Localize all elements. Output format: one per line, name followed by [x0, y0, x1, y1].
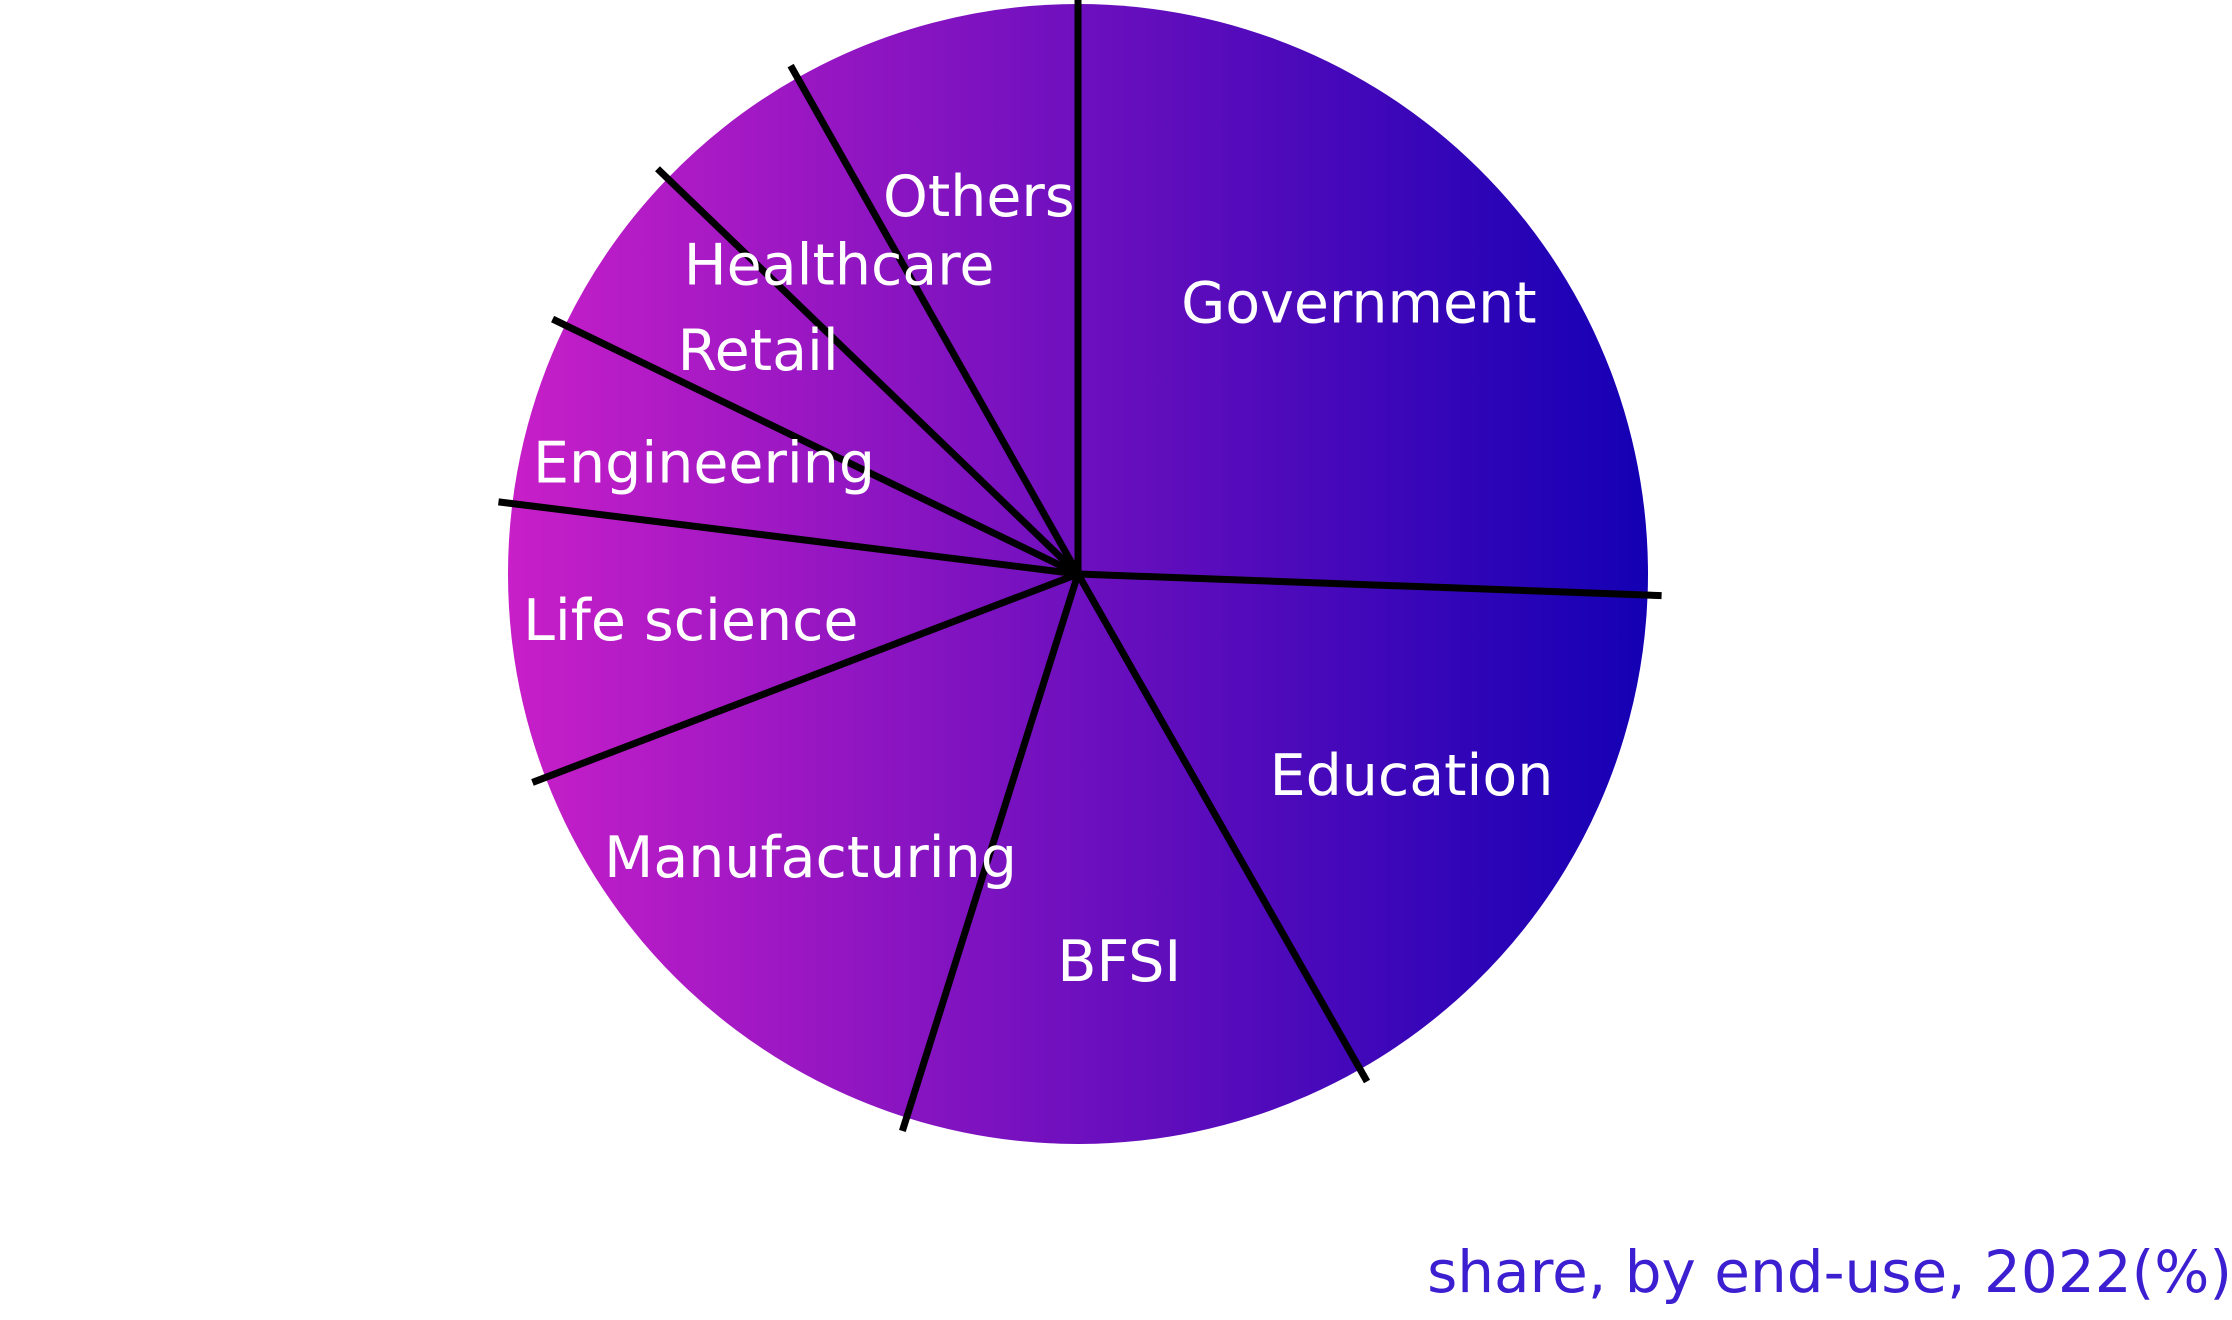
slice-label-government: Government	[1181, 270, 1536, 336]
slice-divider-8	[787, 63, 1082, 576]
slice-label-others: Others	[883, 164, 1075, 230]
slice-label-retail: Retail	[678, 318, 839, 384]
slice-label-healthcare: Healthcare	[684, 233, 995, 299]
slice-divider-1	[1077, 570, 1662, 600]
pie-slice-engineering	[512, 325, 1078, 574]
pie-slice-government	[1078, 4, 1648, 596]
slice-divider-2	[1074, 572, 1371, 1084]
pie-slice-life-science	[508, 503, 1078, 778]
pie-slice-manufacturing	[545, 574, 1078, 1118]
slices-layer	[508, 4, 1648, 1144]
slice-divider-5	[498, 498, 1079, 578]
slice-label-education: Education	[1270, 743, 1554, 809]
slice-label-engineering: Engineering	[533, 430, 875, 496]
slice-divider-3	[899, 572, 1082, 1133]
slice-divider-4	[531, 570, 1080, 786]
pie-slice-bfsi	[906, 574, 1361, 1144]
slice-label-manufacturing: Manufacturing	[604, 825, 1017, 891]
pie-slice-retail	[565, 178, 1078, 574]
slice-divider-7	[655, 166, 1081, 577]
slice-label-life-science: Life science	[523, 588, 858, 654]
pie-slice-others	[797, 4, 1078, 574]
labels-layer: Government Education BFSI Manufacturing Life…	[523, 164, 1553, 995]
chart-caption: share, by end-use, 2022(%)	[1427, 1238, 2232, 1306]
slice-label-bfsi: BFSI	[1057, 929, 1181, 995]
pie-slice-education	[1078, 574, 1648, 1070]
pie-slice-healthcare	[667, 77, 1078, 574]
dividers-layer	[498, 0, 1662, 1133]
slice-divider-6	[551, 315, 1080, 578]
